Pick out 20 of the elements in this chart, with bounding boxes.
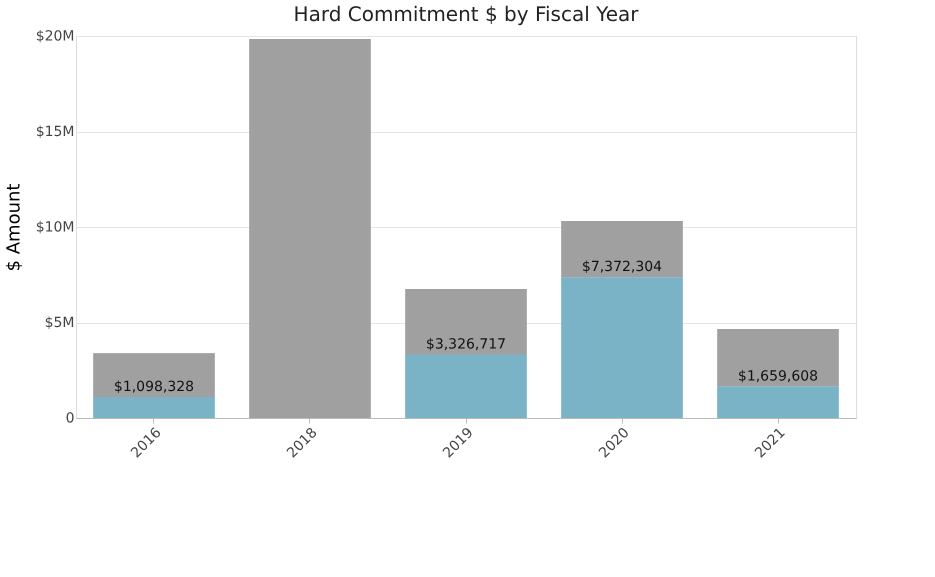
- chart-title: Hard Commitment $ by Fiscal Year: [294, 2, 640, 26]
- data-label: $3,326,717: [426, 336, 506, 352]
- data-label: $1,659,608: [738, 368, 818, 384]
- y-tick-label: 0: [66, 410, 74, 426]
- bar: [93, 353, 215, 398]
- bar: [717, 329, 839, 386]
- y-tick-label: $10M: [36, 220, 74, 236]
- y-tick-label: $5M: [44, 315, 74, 331]
- bar: [405, 354, 527, 418]
- bar: [405, 288, 527, 354]
- data-label: $1,098,328: [114, 379, 194, 396]
- data-label: $7,372,304: [582, 259, 662, 276]
- bar: [93, 397, 215, 418]
- bar: [717, 386, 839, 418]
- bar: [561, 221, 683, 278]
- bar: [561, 277, 683, 418]
- y-axis-title: $ Amount: [4, 184, 25, 272]
- y-tick-label: $20M: [36, 28, 74, 44]
- y-tick-label: $15M: [36, 124, 74, 140]
- bar: [249, 39, 371, 418]
